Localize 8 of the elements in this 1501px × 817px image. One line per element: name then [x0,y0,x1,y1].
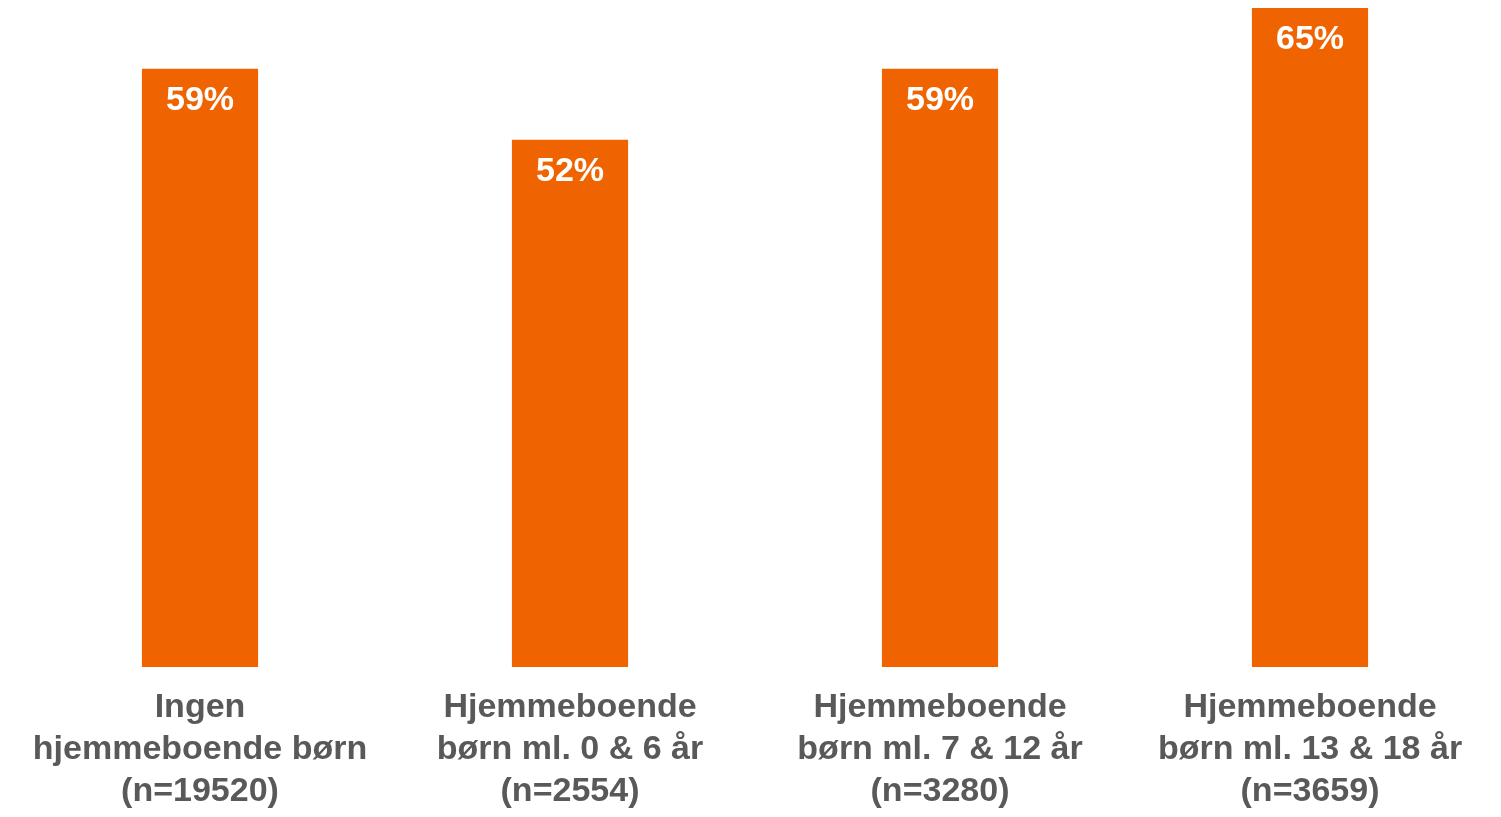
x-tick-label: Ingen hjemmeboende børn (n=19520) [32,685,368,808]
data-label: 59% [905,78,975,117]
data-label: 52% [535,149,605,188]
data-label: 65% [1275,18,1345,56]
data-label: 59% [165,78,235,117]
x-tick-label: Hjemmeboende børn ml. 7 & 12 år (n=3280) [797,685,1083,808]
x-tick-label: Hjemmeboende børn ml. 13 & 18 år (n=3659) [1157,685,1463,808]
x-tick-label: Hjemmeboende børn ml. 0 & 6 år (n=2554) [436,685,704,808]
